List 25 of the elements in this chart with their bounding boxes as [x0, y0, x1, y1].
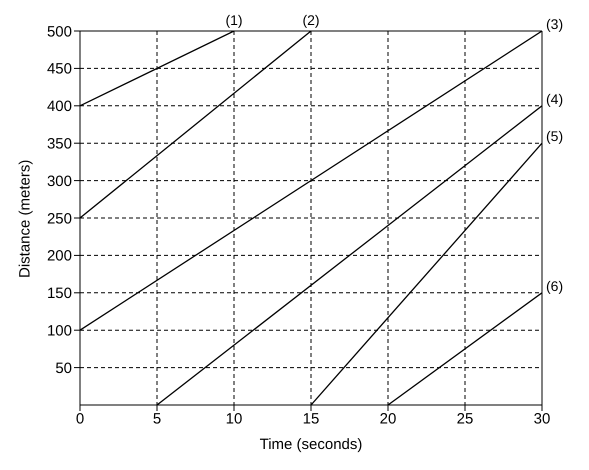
x-tick-label: 5 [152, 410, 162, 428]
y-tick-label: 100 [46, 322, 72, 340]
series-label: (4) [546, 90, 564, 107]
y-tick-label: 350 [46, 136, 72, 153]
series-label: (5) [546, 128, 564, 144]
series-label: (1) [225, 12, 243, 28]
y-axis-title: Distance (meters) [16, 160, 34, 278]
x-tick-label: 15 [302, 410, 320, 428]
x-tick-label: 30 [534, 410, 550, 428]
x-tick-label: 0 [76, 410, 84, 428]
x-axis-title: Time (seconds) [260, 436, 362, 453]
y-tick-label: 200 [46, 248, 72, 265]
series-label: (6) [546, 278, 564, 294]
y-tick-label: 450 [46, 60, 72, 78]
y-tick-label: 150 [46, 285, 72, 302]
series-label: (2) [302, 12, 320, 28]
x-tick-label: 25 [456, 410, 474, 428]
x-tick-label: 10 [226, 410, 242, 428]
y-tick-label: 250 [46, 210, 72, 228]
y-tick-label: 500 [46, 23, 72, 40]
y-tick-label: 300 [46, 172, 72, 190]
y-tick-label: 400 [46, 98, 72, 116]
x-tick-label: 20 [380, 410, 396, 428]
y-tick-label: 50 [55, 360, 72, 377]
series-label: (3) [546, 16, 564, 32]
